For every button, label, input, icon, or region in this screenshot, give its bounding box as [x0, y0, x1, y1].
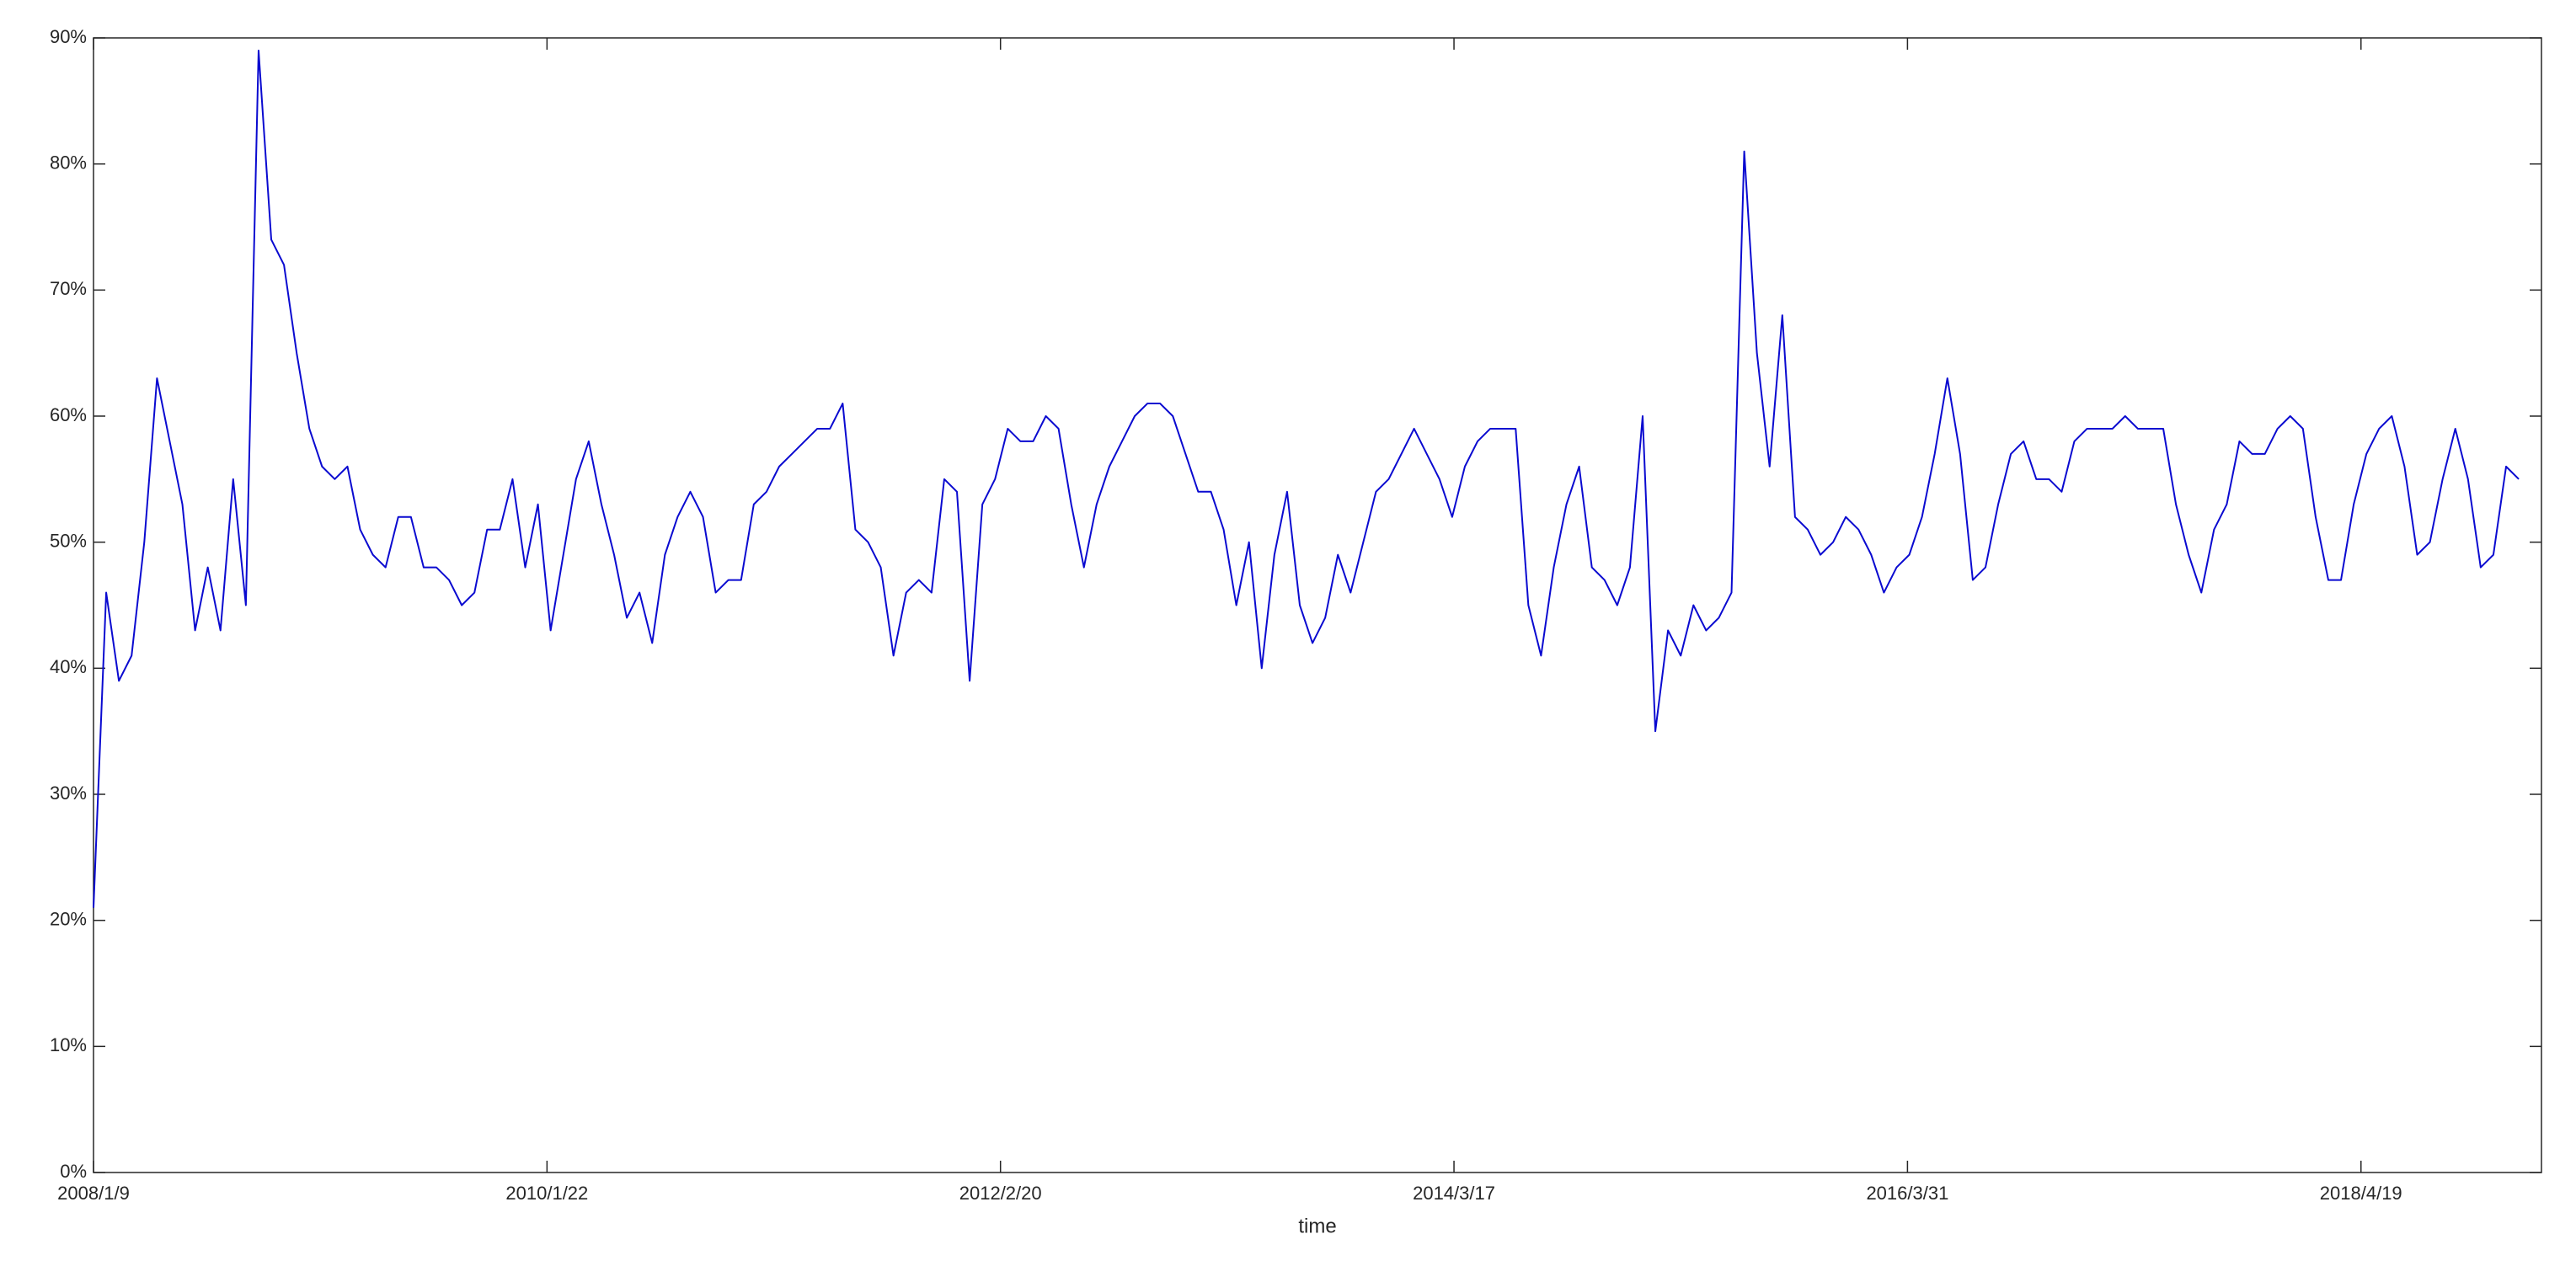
y-tick-label: 50% — [50, 530, 87, 551]
y-tick-label: 90% — [50, 26, 87, 47]
x-tick-label: 2008/1/9 — [57, 1183, 130, 1204]
y-tick-label: 30% — [50, 783, 87, 804]
y-tick-label: 60% — [50, 404, 87, 425]
data-line — [93, 49, 2520, 908]
x-axis-label: time — [1298, 1215, 1336, 1237]
x-tick-label: 2014/3/17 — [1413, 1183, 1495, 1204]
y-tick-label: 70% — [50, 278, 87, 299]
y-tick-label: 10% — [50, 1034, 87, 1055]
y-tick-label: 0% — [60, 1161, 87, 1182]
plot-frame — [93, 37, 2542, 1173]
y-tick-label: 80% — [50, 152, 87, 173]
y-tick-label: 20% — [50, 908, 87, 929]
y-tick-label: 40% — [50, 656, 87, 677]
x-tick-label: 2018/4/19 — [2320, 1183, 2402, 1204]
x-tick-label: 2012/2/20 — [959, 1183, 1042, 1204]
x-tick-label: 2016/3/31 — [1866, 1183, 1948, 1204]
x-tick-label: 2010/1/22 — [505, 1183, 588, 1204]
